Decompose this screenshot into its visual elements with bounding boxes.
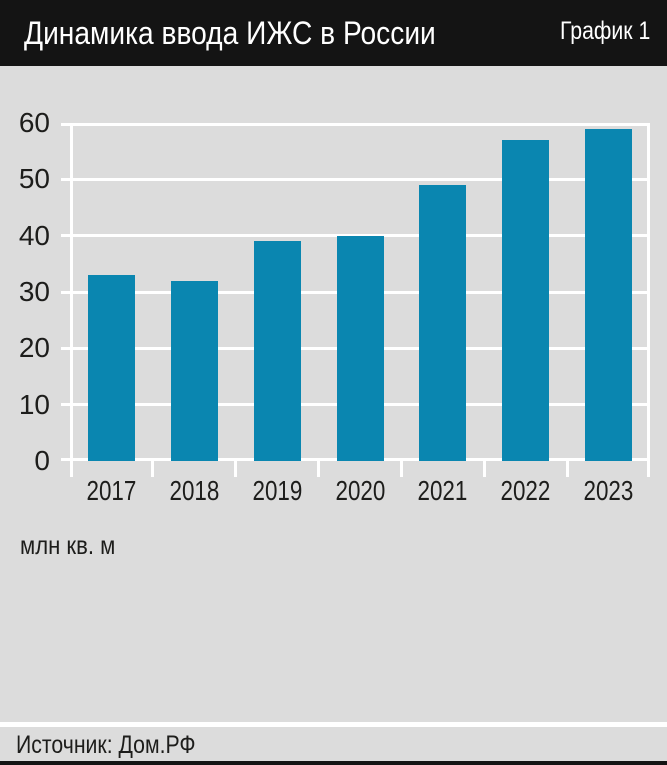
x-tick-3 <box>317 461 321 477</box>
y-tick-label-50: 50 <box>18 163 50 195</box>
y-tick-30 <box>61 290 70 294</box>
x-tick-label-2023: 2023 <box>583 475 634 506</box>
chart-header: Динамика ввода ИЖС в России График 1 <box>0 0 667 66</box>
x-tick-5 <box>482 461 486 477</box>
y-tick-label-60: 60 <box>18 107 50 138</box>
y-tick-label-20: 20 <box>18 332 50 364</box>
x-tick-label-2019: 2019 <box>252 475 303 506</box>
bar-2019 <box>253 241 301 461</box>
y-tick-0 <box>61 458 70 461</box>
x-tick-label-2018: 2018 <box>169 475 220 506</box>
y-axis-units-label: млн кв. м <box>20 530 116 560</box>
gridline-60 <box>70 123 650 126</box>
y-tick-label-0: 0 <box>34 445 50 476</box>
page-title: Динамика ввода ИЖС в России <box>24 14 436 51</box>
bar-2023 <box>585 128 633 461</box>
bar-2017 <box>87 275 135 461</box>
y-tick-label-30: 30 <box>18 276 50 307</box>
bar-2021 <box>419 184 467 461</box>
footer-divider <box>0 722 667 727</box>
y-tick-50 <box>61 177 70 181</box>
source-label: Источник: Дом.РФ <box>16 731 196 759</box>
gridline-50 <box>70 177 650 181</box>
chart-number-label: График 1 <box>559 16 650 45</box>
bar-2022 <box>502 139 550 461</box>
y-tick-label-40: 40 <box>18 219 50 251</box>
bar-2018 <box>170 280 218 461</box>
y-tick-label-10: 10 <box>18 388 50 420</box>
x-tick-2 <box>234 461 238 477</box>
y-axis-line <box>70 123 73 477</box>
x-tick-6 <box>565 461 569 477</box>
bottom-border <box>0 761 667 765</box>
x-tick-1 <box>151 461 155 477</box>
bar-2020 <box>336 235 384 461</box>
bar-chart-plot-area <box>61 123 650 477</box>
y-tick-60 <box>61 123 70 126</box>
x-tick-label-2022: 2022 <box>500 475 551 506</box>
x-tick-label-2017: 2017 <box>86 475 137 506</box>
x-tick-label-2021: 2021 <box>417 475 468 506</box>
plot-right-border <box>647 123 650 477</box>
y-tick-10 <box>61 403 70 407</box>
x-tick-label-2020: 2020 <box>335 475 385 506</box>
y-tick-20 <box>61 346 70 350</box>
y-tick-40 <box>61 234 70 238</box>
x-tick-4 <box>399 461 403 477</box>
